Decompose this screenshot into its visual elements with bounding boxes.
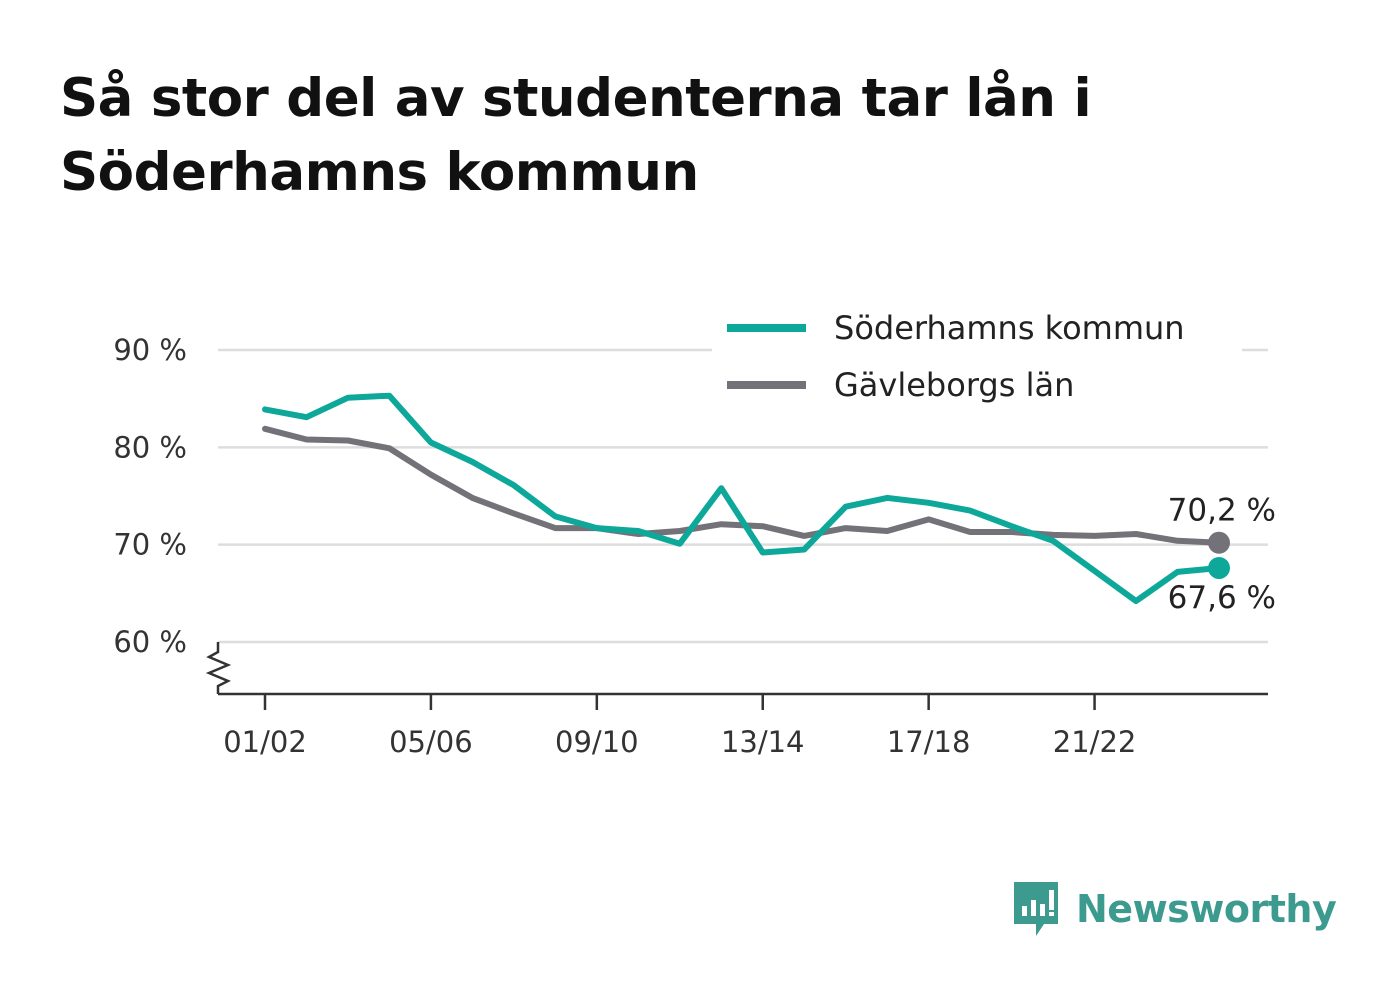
end-labels: 70,2 % 67,6 %: [1168, 493, 1276, 616]
y-tick-label: 60 %: [113, 625, 187, 659]
y-tick-label: 70 %: [113, 528, 187, 562]
x-axis: [205, 642, 1268, 696]
x-tick-label: 13/14: [721, 725, 805, 759]
legend-label: Söderhamns kommun: [834, 309, 1185, 347]
y-tick-label: 80 %: [113, 430, 187, 464]
newsworthy-logo-icon: [1014, 882, 1058, 936]
x-tick-label: 09/10: [555, 725, 639, 759]
series-line: [262, 392, 1222, 605]
x-axis-ticks: 01/02 05/06 09/10 13/14 17/18 21/22: [223, 694, 1136, 759]
chart-title: Så stor del av studenterna tar lån i Söd…: [60, 68, 1092, 203]
y-axis-ticks: 60 % 70 % 80 % 90 %: [113, 333, 187, 659]
axis-break-icon: [205, 642, 232, 694]
x-tick-label: 01/02: [223, 725, 307, 759]
x-tick-label: 21/22: [1053, 725, 1137, 759]
newsworthy-logo-text: Newsworthy: [1076, 887, 1337, 931]
x-tick-label: 05/06: [389, 725, 473, 759]
end-label-soderhamn: 67,6 %: [1168, 580, 1276, 616]
legend-label: Gävleborgs län: [834, 366, 1074, 404]
legend: Söderhamns kommun Gävleborgs län: [712, 302, 1242, 422]
end-label-gavleborg: 70,2 %: [1168, 493, 1276, 529]
series-lines: [262, 392, 1230, 605]
y-tick-label: 90 %: [113, 333, 187, 367]
x-tick-label: 17/18: [887, 725, 971, 759]
legend-background: [712, 302, 1242, 422]
series-end-point: [1208, 531, 1230, 554]
series-end-point: [1208, 557, 1230, 580]
newsworthy-logo: Newsworthy: [1010, 878, 1337, 940]
